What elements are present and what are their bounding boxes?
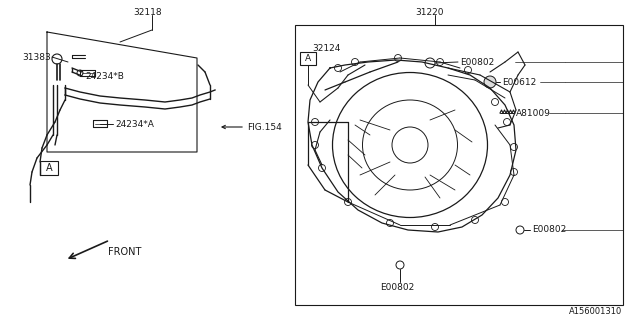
Text: E00802: E00802	[460, 58, 494, 67]
Text: 31220: 31220	[415, 7, 444, 17]
Text: A: A	[45, 163, 52, 173]
Text: A: A	[305, 53, 311, 62]
Text: 32118: 32118	[133, 7, 162, 17]
Text: A81009: A81009	[516, 108, 551, 117]
Bar	[300, 52, 316, 65]
Text: E00612: E00612	[502, 77, 536, 86]
Text: E00802: E00802	[380, 284, 414, 292]
Text: FIG.154: FIG.154	[247, 123, 282, 132]
Text: E00802: E00802	[532, 226, 566, 235]
Text: 32124: 32124	[312, 44, 340, 52]
Bar	[295, 25, 623, 305]
Text: FRONT: FRONT	[108, 247, 141, 257]
Text: 31383: 31383	[22, 52, 51, 61]
Text: A156001310: A156001310	[569, 308, 622, 316]
Bar	[40, 161, 58, 175]
Text: 24234*B: 24234*B	[85, 71, 124, 81]
Circle shape	[484, 76, 496, 88]
Text: 24234*A: 24234*A	[115, 119, 154, 129]
